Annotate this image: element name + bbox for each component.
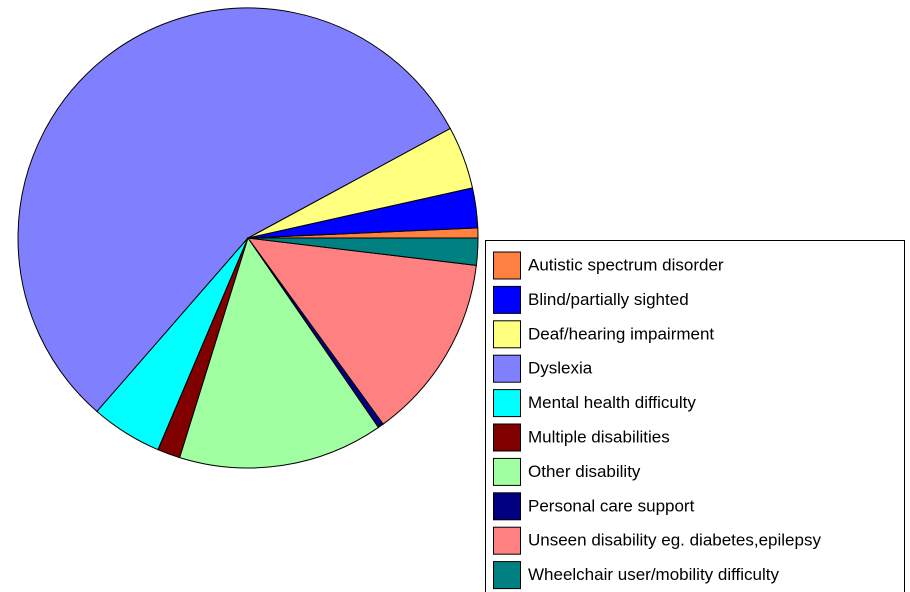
legend-label: Multiple disabilities	[528, 427, 670, 446]
legend-swatch	[493, 354, 521, 383]
legend-label: Autistic spectrum disorder	[528, 255, 724, 274]
legend-box	[485, 240, 905, 592]
legend-swatch	[493, 423, 521, 452]
pie-slice	[17, 7, 451, 413]
legend-label: Dyslexia	[528, 359, 593, 378]
legend-swatch	[493, 251, 521, 280]
legend-swatch	[493, 492, 521, 521]
legend-label: Deaf/hearing impairment	[528, 324, 714, 343]
pie-slice	[247, 237, 479, 266]
legend-label: Wheelchair user/mobility difficulty	[528, 565, 779, 584]
legend-label: Other disability	[528, 462, 641, 481]
legend-swatch	[493, 526, 521, 555]
legend-swatch	[493, 320, 521, 349]
legend-label: Mental health difficulty	[528, 393, 696, 412]
pie-slice	[246, 237, 477, 425]
legend-swatch	[493, 389, 521, 418]
pie-slice	[179, 236, 380, 469]
legend-swatch	[493, 561, 521, 590]
legend-label: Personal care support	[528, 496, 695, 515]
legend-swatch	[493, 457, 521, 486]
legend-swatch	[493, 285, 521, 314]
legend-label: Blind/partially sighted	[528, 290, 689, 309]
legend-label: Unseen disability eg. diabetes,epilepsy	[528, 531, 821, 550]
